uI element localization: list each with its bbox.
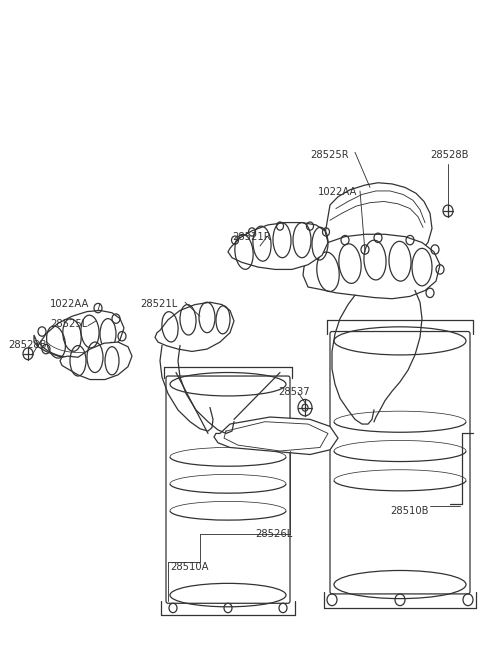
Polygon shape: [303, 234, 440, 298]
FancyBboxPatch shape: [330, 331, 470, 594]
Polygon shape: [155, 302, 234, 352]
Text: 28526L: 28526L: [255, 529, 292, 539]
Polygon shape: [214, 417, 338, 455]
Text: 28510B: 28510B: [390, 506, 429, 516]
Text: 28525L: 28525L: [50, 319, 87, 329]
FancyBboxPatch shape: [166, 376, 290, 604]
Text: 28510A: 28510A: [170, 562, 208, 572]
Text: 28528B: 28528B: [8, 340, 47, 350]
Polygon shape: [60, 342, 132, 380]
Polygon shape: [34, 310, 124, 359]
Ellipse shape: [192, 413, 208, 431]
Text: 28528B: 28528B: [430, 150, 468, 160]
Text: 28525R: 28525R: [310, 150, 348, 160]
Polygon shape: [228, 222, 328, 270]
Text: 28521L: 28521L: [140, 298, 177, 309]
Text: 1022AA: 1022AA: [318, 188, 358, 197]
Text: 28537: 28537: [278, 386, 310, 397]
Polygon shape: [325, 183, 432, 260]
Text: 28521R: 28521R: [232, 232, 271, 242]
Text: 1022AA: 1022AA: [50, 298, 89, 309]
